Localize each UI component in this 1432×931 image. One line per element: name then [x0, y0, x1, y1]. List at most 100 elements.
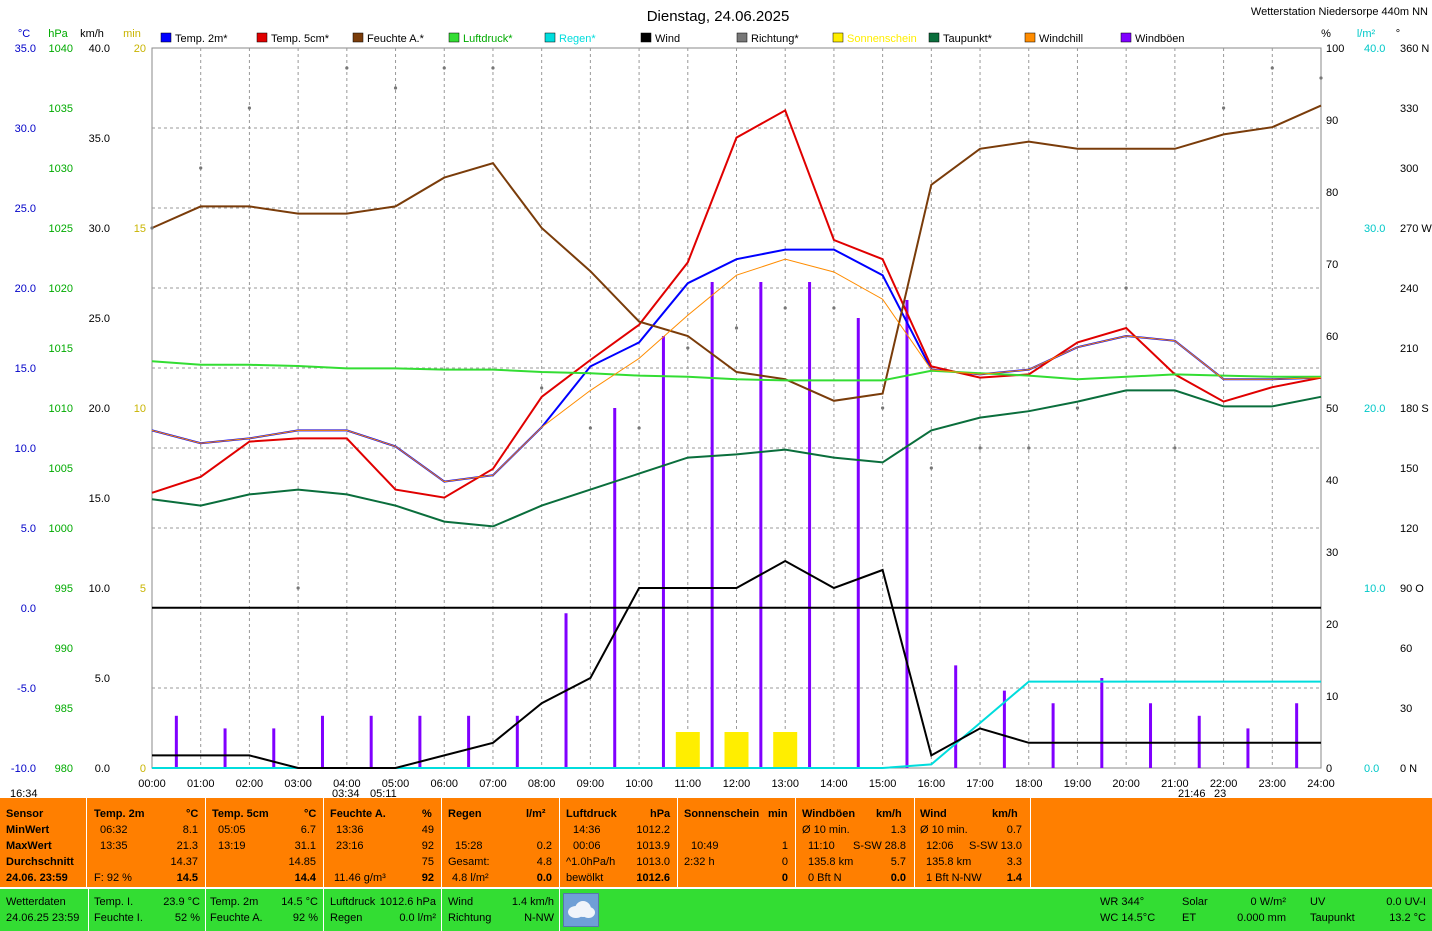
- station-name: Wetterstation Niedersorpe 440m NN: [1251, 6, 1428, 18]
- x-tick-label: 12:00: [723, 778, 751, 790]
- legend-label: Richtung*: [751, 33, 799, 45]
- axis-unit-label: l/m²: [1357, 28, 1376, 40]
- humidity-max-value: 92: [421, 840, 434, 852]
- outdoor-temp: 14.5 °C: [281, 896, 318, 908]
- y-tick-temp: 20.0: [15, 283, 36, 295]
- legend-swatch: [832, 32, 844, 43]
- marker-time: 03:34: [332, 788, 360, 798]
- sunshine-total-label: 2:32 h: [684, 856, 715, 868]
- y-tick-temp: 0.0: [21, 603, 36, 615]
- x-tick-label: 08:00: [528, 778, 556, 790]
- rain-max-value: 0.2: [536, 840, 552, 852]
- y-tick-sunshine: 15: [134, 223, 146, 235]
- row-min-label: MinWert: [6, 824, 50, 836]
- y-tick-humidity: 90: [1326, 115, 1338, 127]
- y-tick-sunshine: 0: [140, 763, 146, 775]
- direction-point: [832, 306, 836, 310]
- y-tick-pressure: 1010: [49, 403, 73, 415]
- y-tick-sunshine: 5: [140, 583, 146, 595]
- sunshine-total: 0: [781, 856, 788, 868]
- direction-point: [929, 466, 933, 470]
- indoor-humidity: 52 %: [174, 912, 200, 924]
- temp5cm-header: Temp. 5cm: [212, 808, 269, 820]
- axis-unit-label: hPa: [48, 28, 68, 40]
- legend-swatch: [1120, 32, 1132, 43]
- legend-swatch: [448, 32, 460, 43]
- legend-swatch: [640, 32, 652, 43]
- legend-label: Temp. 2m*: [175, 33, 228, 45]
- gusts-avg-label: Ø 10 min.: [802, 824, 850, 836]
- sunshine-bar: [773, 732, 798, 768]
- temp5cm-max-time: 13:19: [218, 840, 246, 852]
- marker-small: 23: [1214, 788, 1226, 798]
- sensor-header: Sensor: [6, 808, 44, 820]
- sunshine-bar: [724, 732, 749, 768]
- indoor-humidity-label: Feuchte I.: [94, 912, 143, 924]
- legend-label: Taupunkt*: [943, 33, 993, 45]
- humidity-unit: %: [422, 808, 432, 820]
- y-tick-direction: 240: [1400, 283, 1418, 295]
- temp5cm-unit: °C: [304, 808, 317, 820]
- current-title: Wetterdaten: [6, 896, 66, 908]
- y-tick-wind: 30.0: [89, 223, 110, 235]
- y-tick-wind: 20.0: [89, 403, 110, 415]
- uv-value: 0.0 UV-I: [1386, 896, 1426, 908]
- x-tick-label: 04:00: [333, 778, 361, 790]
- series-line-temp-5cm: [151, 108, 1322, 499]
- temp2m-header: Temp. 2m: [94, 808, 145, 820]
- gusts-avg: 1.3: [890, 824, 906, 836]
- y-tick-direction: 330: [1400, 103, 1418, 115]
- series-line-wind: [152, 559, 1321, 769]
- sunshine-unit: min: [768, 808, 788, 820]
- chart-title: Dienstag, 24.06.2025: [647, 8, 790, 25]
- y-tick-humidity: 10: [1326, 691, 1338, 703]
- legend-label: Sonnenschein: [847, 33, 917, 45]
- legend-label: Luftdruck*: [463, 33, 513, 45]
- y-tick-rain: 10.0: [1364, 583, 1385, 595]
- rain-current: 0.0: [536, 872, 552, 884]
- direction-point: [150, 226, 154, 230]
- windchill-current: WC 14.5°C: [1100, 912, 1156, 924]
- x-tick-label: 11:00: [674, 778, 701, 790]
- y-tick-humidity: 20: [1326, 619, 1338, 631]
- gusts-distance: 135.8 km: [808, 856, 854, 868]
- outdoor-humidity: 92 %: [292, 912, 318, 924]
- y-tick-direction: 60: [1400, 643, 1412, 655]
- axis-unit-label: km/h: [80, 28, 104, 40]
- x-tick-label: 03:00: [284, 778, 312, 790]
- y-tick-pressure: 1030: [49, 163, 73, 175]
- x-tick-label: 13:00: [771, 778, 799, 790]
- y-tick-temp: 30.0: [15, 123, 36, 135]
- indoor-temp: 23.9 °C: [163, 896, 200, 908]
- x-tick-label: 21:00: [1161, 778, 1189, 790]
- humidity-absolute: 11.46 g/m³: [334, 872, 386, 884]
- sunset-time: 21:46: [1178, 788, 1206, 798]
- outdoor-humidity-label: Feuchte A.: [210, 912, 263, 924]
- y-tick-humidity: 100: [1326, 43, 1344, 55]
- sunshine-header: Sonnenschein: [684, 808, 760, 820]
- x-tick-label: 07:00: [479, 778, 507, 790]
- y-tick-sunshine: 20: [134, 43, 146, 55]
- humidity-avg: 75: [421, 856, 434, 868]
- x-tick-label: 18:00: [1015, 778, 1043, 790]
- indoor-temp-label: Temp. I.: [94, 896, 134, 908]
- y-tick-rain: 20.0: [1364, 403, 1385, 415]
- rain-total: 4.8: [536, 856, 552, 868]
- x-tick-label: 20:00: [1112, 778, 1140, 790]
- x-tick-label: 24:00: [1307, 778, 1335, 790]
- axis-unit-label: °C: [18, 28, 30, 40]
- y-tick-humidity: 60: [1326, 331, 1338, 343]
- x-tick-label: 14:00: [820, 778, 848, 790]
- rain-label: Regen: [330, 912, 363, 924]
- direction-point: [783, 306, 787, 310]
- temp2m-current: 14.5: [176, 872, 198, 884]
- x-tick-label: 17:00: [966, 778, 994, 790]
- y-tick-temp: -10.0: [11, 763, 36, 775]
- y-tick-direction: 90 O: [1400, 583, 1424, 595]
- wind-current: 1.4: [1006, 872, 1022, 884]
- y-tick-pressure: 980: [55, 763, 73, 775]
- direction-point: [734, 326, 739, 330]
- wind-unit: km/h: [992, 808, 1018, 820]
- gusts-current: 0.0: [890, 872, 906, 884]
- temp5cm-avg: 14.85: [288, 856, 316, 868]
